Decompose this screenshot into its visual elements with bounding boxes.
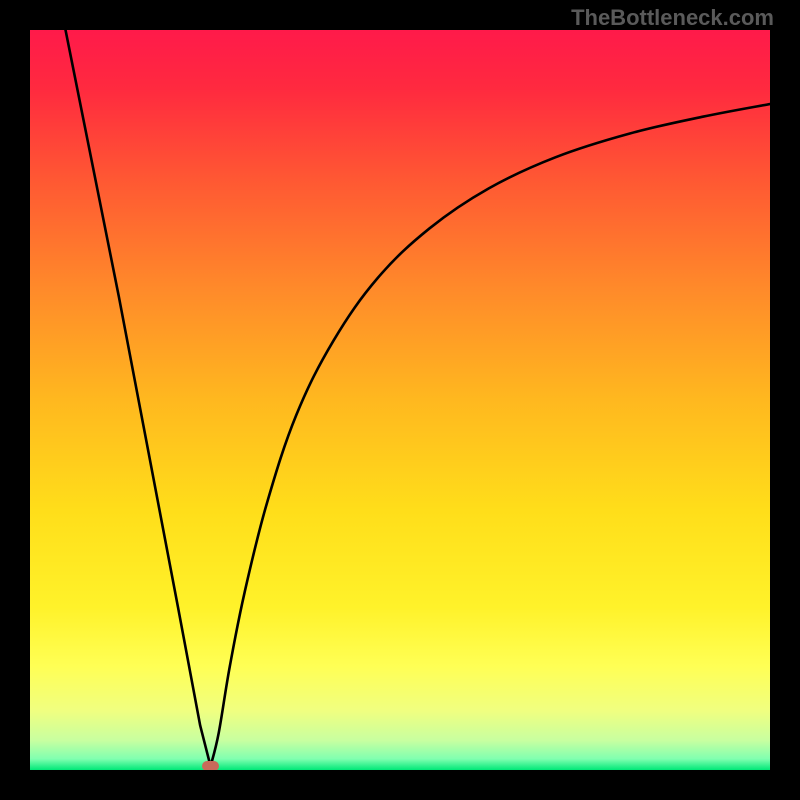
- watermark-text: TheBottleneck.com: [571, 5, 774, 31]
- curve-left-branch: [66, 30, 211, 766]
- curve-right-branch: [211, 104, 770, 766]
- plot-area: [30, 30, 770, 770]
- curve-svg: [30, 30, 770, 770]
- vertex-marker: [202, 761, 218, 770]
